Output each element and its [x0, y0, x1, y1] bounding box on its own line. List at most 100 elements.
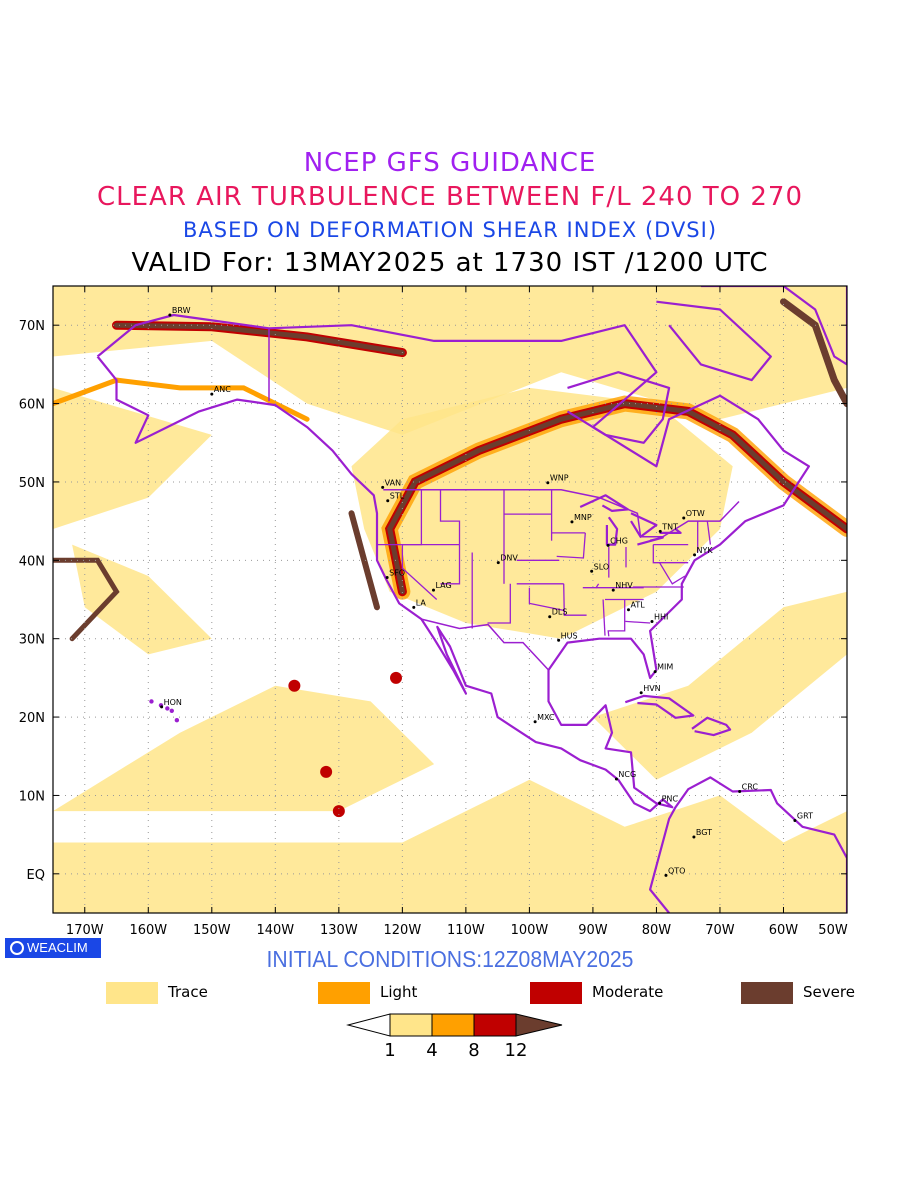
border-line — [383, 489, 740, 538]
station-marker — [210, 392, 214, 396]
station-marker — [557, 638, 561, 642]
station-marker — [658, 801, 662, 805]
lon-label: 170W — [66, 923, 104, 938]
coastline — [605, 516, 619, 546]
state-border — [582, 583, 600, 589]
station-label: SFO — [389, 569, 405, 578]
state-border — [487, 583, 511, 624]
hawaii-island — [149, 699, 154, 704]
lon-label: 70W — [705, 923, 735, 938]
lon-label: 60W — [769, 923, 799, 938]
station-label: LA — [416, 598, 427, 607]
trace-area — [53, 779, 847, 913]
state-border — [659, 562, 686, 585]
station-label: TNT — [661, 522, 678, 531]
colorbar-tick-label: 8 — [468, 1040, 479, 1061]
colorbar-tick-label: 4 — [426, 1040, 437, 1061]
station-marker — [386, 499, 390, 503]
station-marker — [385, 576, 389, 580]
station-marker — [590, 569, 594, 573]
legend-swatch — [741, 982, 793, 1004]
legend-label: Trace — [168, 983, 208, 1001]
colorbar-segment — [473, 1013, 517, 1037]
coastline — [624, 694, 695, 719]
station-labels: BRW ANC VAN STL WNP MNP OTW TNT CHG NYK DNV SFO SLO L… — [160, 306, 813, 877]
map-frame — [52, 285, 848, 914]
station-marker — [664, 873, 668, 877]
station-marker — [160, 705, 164, 709]
colorbar: 1 4 8 12 — [346, 1013, 563, 1061]
trace-area — [592, 591, 847, 780]
state-border — [625, 620, 651, 624]
station-label: MNP — [574, 513, 592, 522]
coastline — [566, 371, 671, 444]
arctic-severe — [114, 322, 405, 356]
station-label: NYK — [697, 546, 714, 555]
legend-swatch — [318, 982, 370, 1004]
station-marker — [611, 588, 615, 592]
title-index: BASED ON DEFORMATION SHEAR INDEX (DVSI) — [182, 218, 718, 242]
coastline — [691, 716, 732, 737]
station-label: CRC — [742, 783, 759, 792]
pacific-severe — [53, 557, 120, 642]
station-label: BRW — [172, 306, 191, 315]
lat-label: 60N — [19, 398, 45, 413]
legend-label: Light — [380, 983, 418, 1001]
station-marker — [658, 529, 662, 533]
station-marker — [533, 720, 537, 724]
lon-label: 90W — [578, 923, 608, 938]
station-label: OTW — [686, 509, 705, 518]
hawaii-island — [174, 717, 180, 723]
trace-area — [53, 685, 435, 812]
lon-label: 150W — [193, 923, 231, 938]
border-line — [421, 618, 550, 671]
station-marker — [381, 485, 385, 489]
jet-severe — [387, 401, 847, 595]
coastline — [630, 512, 658, 538]
lon-label: 130W — [320, 923, 358, 938]
lat-label: 40N — [19, 554, 45, 569]
lon-label: 120W — [384, 923, 422, 938]
station-marker — [653, 670, 657, 674]
station-label: ATL — [630, 601, 645, 610]
colorbar-segment — [389, 1013, 433, 1037]
station-label: HHI — [654, 612, 668, 621]
lat-label: 70N — [19, 319, 45, 334]
coastline — [96, 313, 810, 813]
station-marker — [548, 615, 552, 619]
station-marker — [639, 691, 643, 695]
lon-label: 100W — [511, 923, 549, 938]
state-border — [607, 599, 626, 637]
moderate-cell — [390, 671, 403, 684]
title-valid-time: VALID For: 13MAY2025 at 1730 IST /1200 U… — [131, 248, 769, 278]
state-border — [439, 489, 461, 545]
coastlines-and-borders — [96, 286, 847, 913]
lat-label: 30N — [19, 633, 45, 648]
station-label: STL — [390, 492, 405, 501]
lat-label: 50N — [19, 476, 45, 491]
station-label: LAG — [435, 581, 451, 590]
lon-label: 160W — [129, 923, 167, 938]
title-model: NCEP GFS GUIDANCE — [303, 148, 597, 178]
station-marker — [606, 543, 610, 547]
station-label: WNP — [550, 474, 569, 483]
station-label: NHV — [615, 581, 633, 590]
turbulence-field — [53, 286, 847, 913]
station-marker — [650, 619, 654, 623]
moderate-cell — [332, 805, 345, 818]
state-border — [563, 583, 587, 616]
moderate-cell — [320, 765, 333, 778]
station-label: NCG — [618, 770, 636, 779]
moderate-cell — [288, 679, 301, 692]
colorbar-low-arrow — [346, 1013, 391, 1037]
station-label: DNV — [500, 554, 518, 563]
lon-label: 140W — [256, 923, 294, 938]
coastline — [649, 776, 847, 913]
hawaii-island — [169, 708, 174, 713]
colorbar-segment — [431, 1013, 475, 1037]
legend-swatch — [106, 982, 158, 1004]
legend-swatch — [530, 982, 582, 1004]
station-marker — [168, 313, 172, 317]
station-label: CHG — [610, 536, 628, 545]
globe-icon — [10, 941, 24, 955]
